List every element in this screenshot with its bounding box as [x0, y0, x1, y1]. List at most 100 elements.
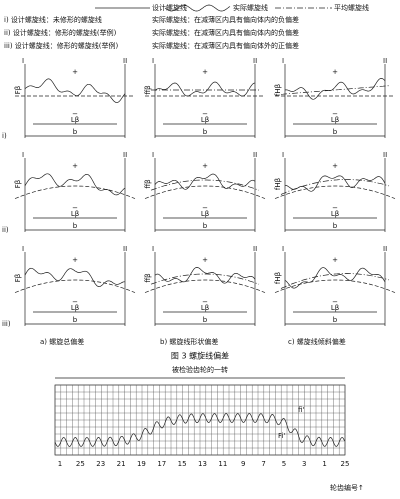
- flank-label: II: [383, 151, 387, 159]
- width-label: b: [203, 316, 208, 324]
- legend-design: 设计螺旋线: [152, 3, 187, 12]
- actual-line: [24, 78, 126, 103]
- width-label: b: [333, 128, 338, 136]
- actual-line: [24, 173, 126, 196]
- row-actual: 实际螺旋线：在减薄区内具有偏向体内的负偏差: [152, 15, 299, 24]
- row-label: iii): [2, 320, 11, 328]
- deviation-symbol: Fβ: [14, 86, 22, 95]
- mean-line: [280, 85, 390, 95]
- x-tick-label: 1: [58, 460, 62, 468]
- minus-sign: −: [72, 204, 78, 212]
- row-actual: 实际螺旋线：在减薄区内具有偏向体内的负偏差: [152, 28, 299, 37]
- design-line: [274, 279, 396, 293]
- deviation-curve: [54, 413, 345, 447]
- x-tick-label: 25: [341, 460, 350, 468]
- minus-sign: −: [202, 204, 208, 212]
- plus-sign: +: [72, 256, 78, 264]
- minus-sign: −: [332, 298, 338, 306]
- flank-label: I: [282, 151, 284, 159]
- length-label: Lβ: [201, 210, 209, 218]
- deviation-symbol: Fβ: [14, 180, 22, 189]
- caption: b) 螺旋线形状偏差: [160, 337, 218, 346]
- length-label: Lβ: [331, 304, 339, 312]
- x-tick-label: 15: [178, 460, 187, 468]
- row-design: i) 设计螺旋线：未修形的螺旋线: [4, 15, 102, 24]
- plus-sign: +: [202, 68, 208, 76]
- plus-sign: +: [332, 256, 338, 264]
- deviation-symbol: ffβ: [144, 85, 152, 94]
- width-label: b: [73, 316, 78, 324]
- row-label: ii): [2, 226, 9, 234]
- width-label: b: [203, 128, 208, 136]
- x-tick-label: 3: [302, 460, 306, 468]
- actual-line: [24, 267, 125, 287]
- plus-sign: +: [72, 68, 78, 76]
- actual-line: [284, 78, 386, 100]
- length-label: Lβ: [331, 116, 339, 124]
- flank-label: II: [253, 151, 257, 159]
- x-tick-label: 21: [117, 460, 126, 468]
- flank-label: II: [123, 245, 127, 253]
- minus-sign: −: [332, 204, 338, 212]
- design-line: [14, 185, 136, 199]
- deviation-symbol: Fβ: [14, 274, 22, 283]
- width-label: b: [333, 316, 338, 324]
- x-tick-label: 19: [137, 460, 146, 468]
- x-tick-label: 23: [96, 460, 105, 468]
- minus-sign: −: [72, 110, 78, 118]
- row-design: iii) 设计螺旋线：修形的螺旋线(举例): [4, 41, 119, 50]
- tooth-label: fi': [298, 406, 304, 414]
- figure-title: 图 3 螺旋线偏差: [171, 351, 229, 361]
- mean-line: [280, 273, 390, 289]
- flank-label: II: [383, 245, 387, 253]
- flank-label: I: [22, 245, 24, 253]
- legend-actual-line: [164, 4, 231, 12]
- x-tick-label: 9: [241, 460, 245, 468]
- actual-line: [154, 267, 256, 284]
- flank-label: II: [123, 151, 127, 159]
- row-design: ii) 设计螺旋线：修形的螺旋线(举例): [4, 28, 117, 37]
- x-tick-label: 5: [282, 460, 286, 468]
- x-tick-label: 7: [261, 460, 265, 468]
- x-tick-label: 25: [76, 460, 85, 468]
- minus-sign: −: [202, 298, 208, 306]
- deviation-symbol: fHβ: [274, 272, 282, 284]
- deviation-symbol: ffβ: [144, 273, 152, 282]
- flank-label: I: [22, 57, 24, 65]
- width-label: b: [333, 222, 338, 230]
- flank-label: II: [383, 57, 387, 65]
- deviation-symbol: ffβ: [144, 179, 152, 188]
- design-line: [144, 185, 266, 199]
- row-label: i): [2, 132, 7, 140]
- x-tick-label: 11: [218, 460, 227, 468]
- minus-sign: −: [202, 110, 208, 118]
- flank-label: I: [22, 151, 24, 159]
- x-tick-label: 17: [157, 460, 166, 468]
- flank-label: I: [282, 245, 284, 253]
- mean-line: [280, 179, 390, 195]
- x-tick-label: 13: [198, 460, 207, 468]
- minus-sign: −: [332, 110, 338, 118]
- plus-sign: +: [202, 162, 208, 170]
- flank-label: I: [152, 245, 154, 253]
- actual-line: [284, 267, 386, 289]
- deviation-symbol: fHβ: [274, 178, 282, 190]
- legend-actual: 实际螺旋线: [233, 3, 268, 12]
- flank-label: I: [282, 57, 284, 65]
- length-label: Lβ: [71, 210, 79, 218]
- actual-line: [154, 173, 256, 190]
- total-label: Fi': [278, 432, 285, 440]
- plus-sign: +: [332, 162, 338, 170]
- flank-label: I: [152, 151, 154, 159]
- x-axis-label: 轮齿编号↑: [330, 483, 364, 492]
- deviation-symbol: fHβ: [274, 84, 282, 96]
- length-label: Lβ: [71, 304, 79, 312]
- mean-line: [150, 179, 260, 191]
- width-label: b: [73, 222, 78, 230]
- legend-mean: 平均螺旋线: [334, 3, 369, 12]
- row-actual: 实际螺旋线：在减薄区内具有偏向体外的正偏差: [152, 41, 299, 50]
- minus-sign: −: [72, 298, 78, 306]
- design-line: [274, 185, 396, 199]
- length-label: Lβ: [71, 116, 79, 124]
